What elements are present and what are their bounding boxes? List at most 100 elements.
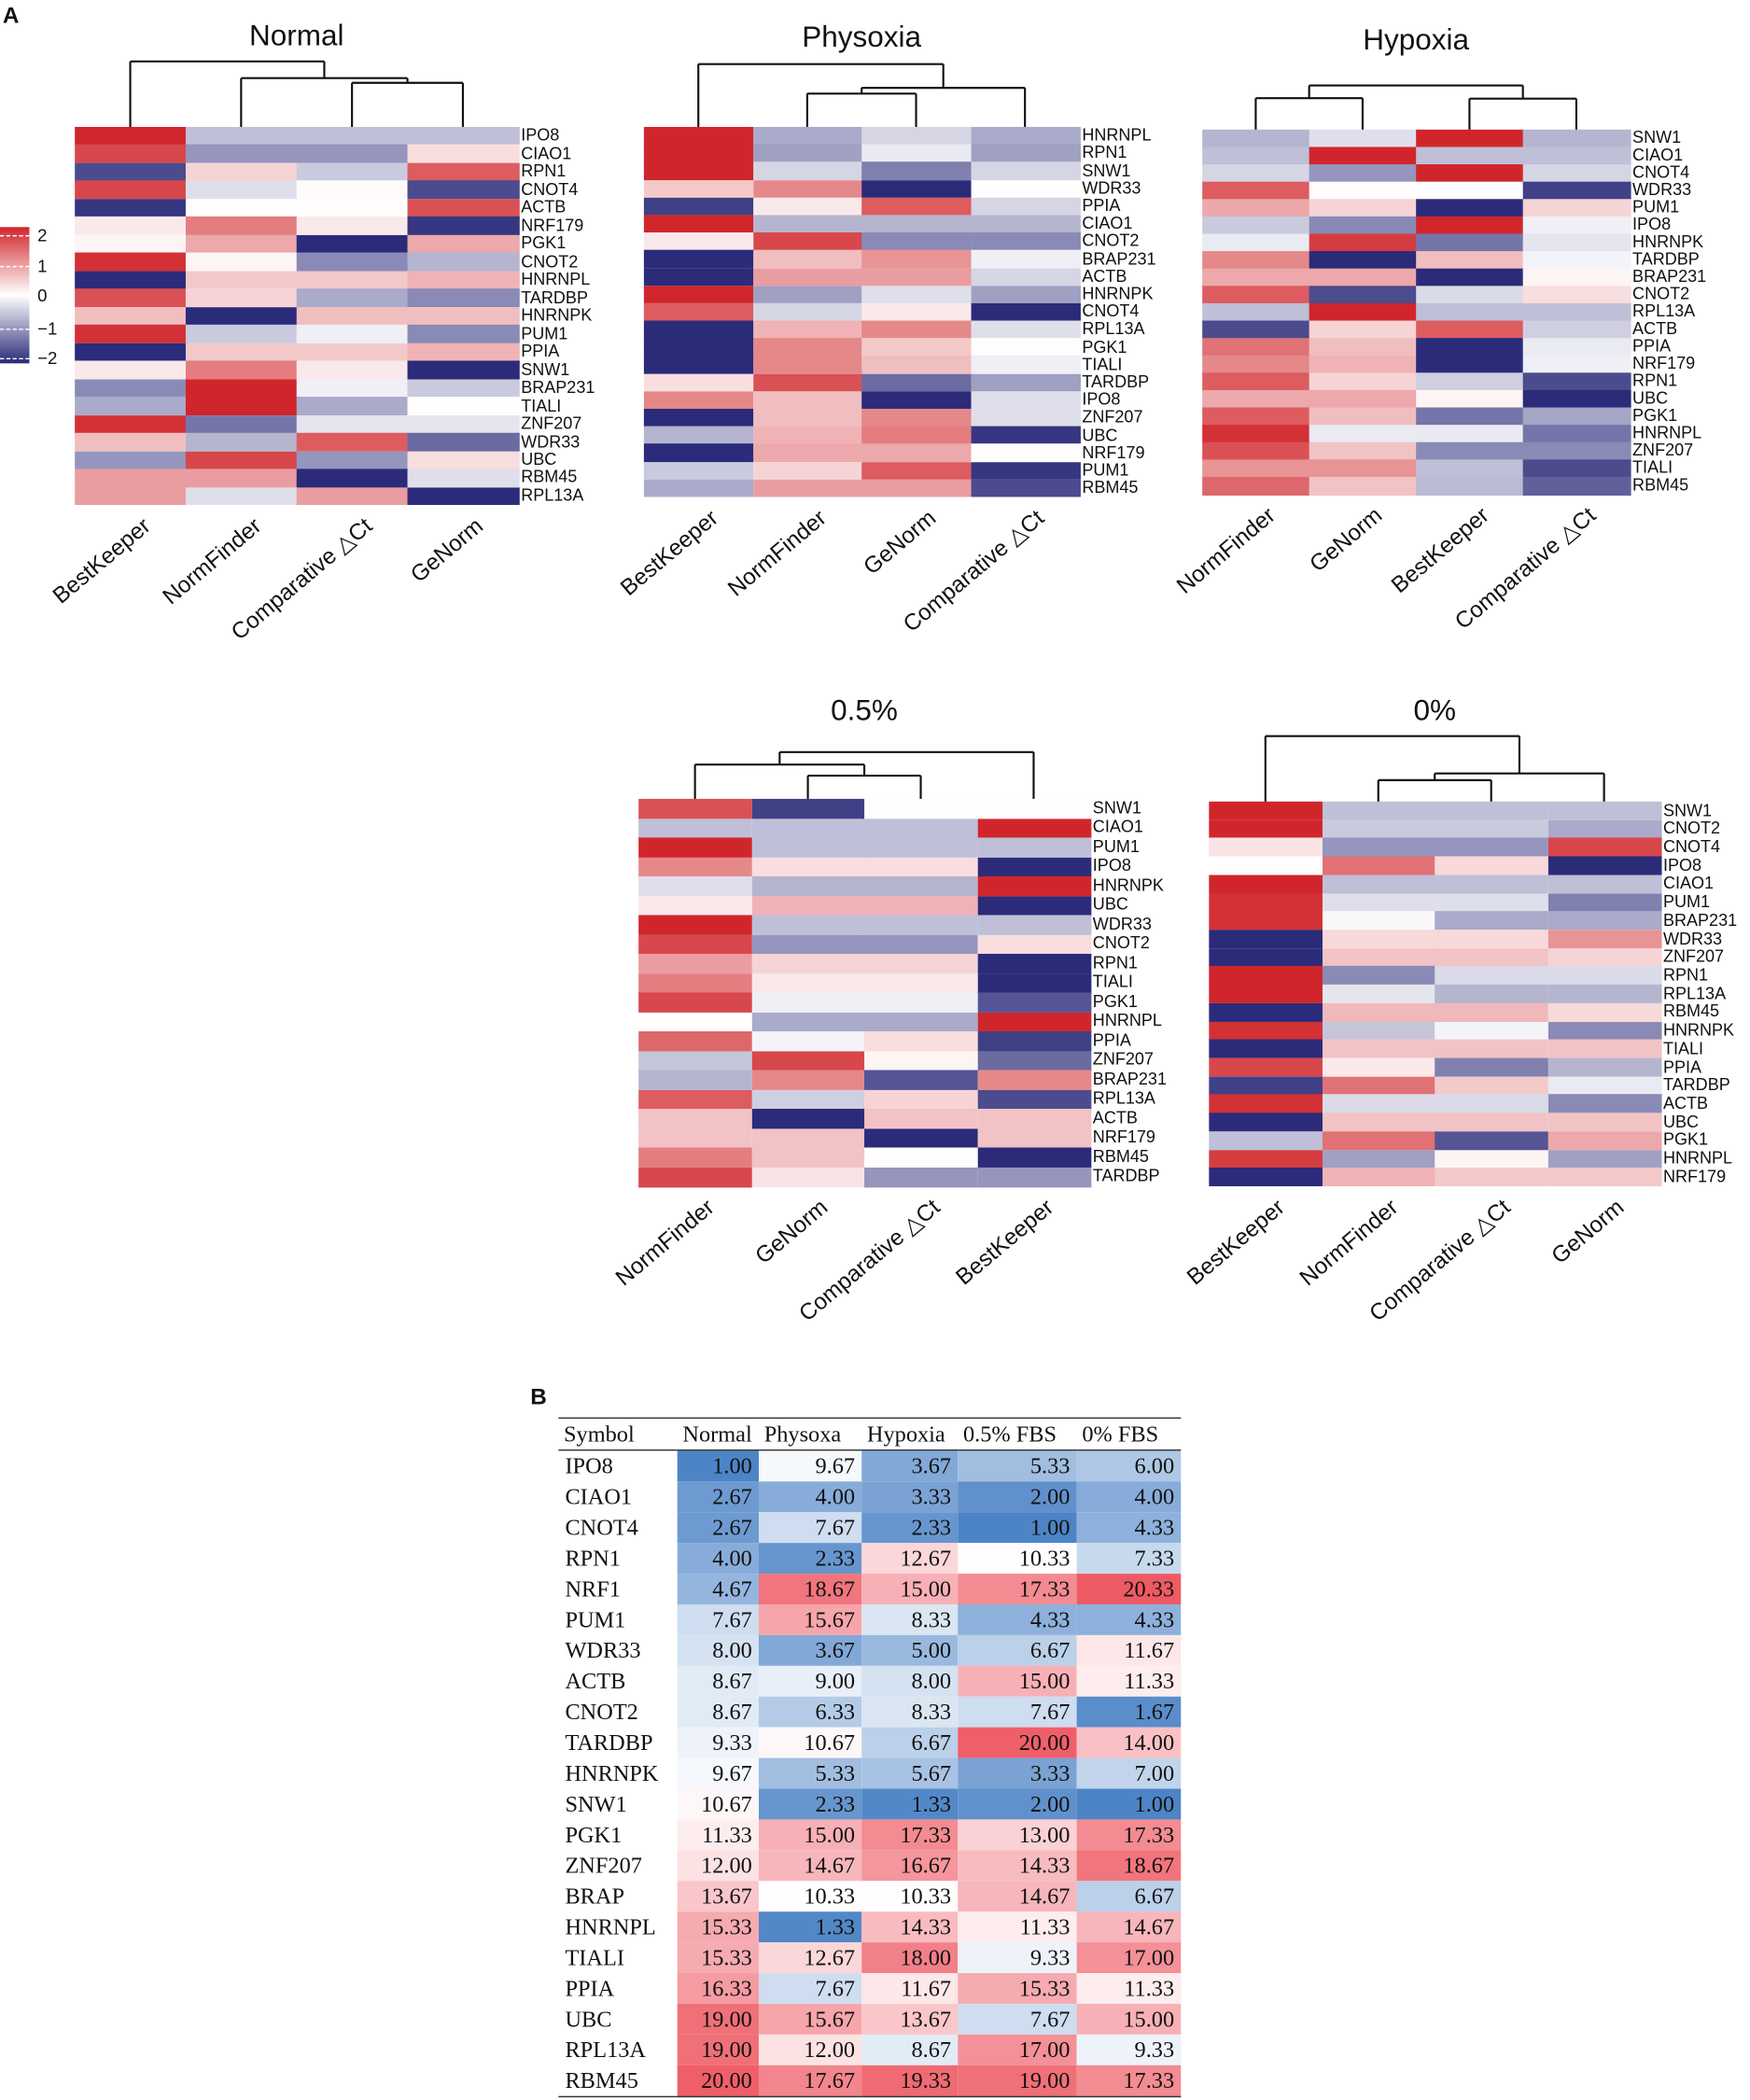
heatmap-cell xyxy=(1202,389,1310,409)
rank-cell: 9.33 xyxy=(1076,2034,1182,2065)
legend-tick-mark xyxy=(0,357,30,360)
row-label: TARDBP xyxy=(521,287,588,307)
heatmap-cell xyxy=(296,234,409,254)
heatmap-cell xyxy=(1322,875,1435,894)
rank-cell: 6.67 xyxy=(958,1634,1077,1666)
rank-cell: 4.33 xyxy=(1076,1512,1182,1544)
rank-cell: 16.33 xyxy=(677,1973,759,2004)
column-label: NormFinder xyxy=(1294,1194,1403,1291)
heatmap-cell xyxy=(970,320,1081,340)
heatmap-cell xyxy=(861,285,972,304)
rank-cell: 3.67 xyxy=(861,1449,959,1482)
heatmap-cell xyxy=(1416,425,1524,443)
heatmap-cell xyxy=(1202,459,1310,478)
heatmap-cell xyxy=(976,1089,1091,1110)
row-label: PGK1 xyxy=(1092,992,1138,1012)
row-label: IPO8 xyxy=(1632,215,1672,234)
heatmap-cell xyxy=(751,1147,865,1168)
rank-cell: 7.67 xyxy=(758,1512,862,1544)
heatmap-cell xyxy=(638,818,752,839)
heatmap-cell xyxy=(638,1127,752,1149)
rank-cell: 4.00 xyxy=(677,1543,759,1575)
heatmap-cell xyxy=(75,199,187,218)
heatmap-cell xyxy=(643,161,754,181)
heatmap-cell xyxy=(861,267,972,287)
heatmap-cell xyxy=(75,432,187,452)
table-row: TARDBP 9.33 10.67 6.67 20.00 14.00 xyxy=(558,1727,1182,1758)
heatmap-cell xyxy=(185,451,298,470)
heatmap-cell xyxy=(1522,459,1631,478)
heatmap-cell xyxy=(1322,966,1435,986)
heatmap-cell xyxy=(407,252,520,272)
heatmap-cell xyxy=(751,837,865,858)
heatmap-cell xyxy=(752,443,862,463)
heatmap-cell xyxy=(1416,407,1524,426)
heatmap-cell xyxy=(1435,1131,1548,1151)
rank-cell: 17.33 xyxy=(958,1574,1077,1604)
row-label: WDR33 xyxy=(1662,929,1723,948)
row-label: NRF179 xyxy=(1082,442,1145,462)
heatmap-cell xyxy=(976,1030,1091,1052)
row-label: RPL13A xyxy=(1092,1089,1155,1109)
rank-cell: 12.67 xyxy=(758,1942,862,1974)
column-label: GeNorm xyxy=(405,512,488,588)
rank-cell: 14.67 xyxy=(758,1850,862,1882)
heatmap-cell xyxy=(296,288,409,308)
rank-cell: 2.33 xyxy=(758,1788,862,1820)
row-label: ZNF207 xyxy=(1662,947,1725,967)
heatmap-cell xyxy=(752,161,862,181)
heatmap-cell xyxy=(976,992,1091,1013)
heatmap-cell xyxy=(638,798,752,819)
gene-symbol-cell: HNRNPL xyxy=(558,1911,678,1943)
heatmap-cell xyxy=(643,232,754,251)
heatmap-cell xyxy=(1309,164,1417,183)
table-row: CIAO1 2.67 4.00 3.33 2.00 4.00 xyxy=(558,1481,1182,1513)
rank-cell: 3.67 xyxy=(758,1634,862,1666)
heatmap-cell xyxy=(752,302,862,322)
heatmap-cell xyxy=(1547,1002,1661,1023)
heatmap-cell xyxy=(861,250,972,269)
row-label: RBM45 xyxy=(1632,475,1689,495)
table-row: CNOT2 8.67 6.33 8.33 7.67 1.67 xyxy=(558,1696,1182,1728)
row-label: RPN1 xyxy=(1092,953,1138,973)
heatmap-cell xyxy=(1202,216,1310,235)
heatmap-cell xyxy=(1547,1168,1661,1187)
row-label: HNRNPL xyxy=(1082,125,1152,145)
rank-cell: 12.67 xyxy=(861,1543,959,1575)
rank-cell: 17.33 xyxy=(1076,1819,1182,1851)
rank-cell: 8.00 xyxy=(677,1634,759,1666)
heatmap-cell xyxy=(1322,892,1435,913)
rank-cell: 5.67 xyxy=(861,1757,959,1789)
heatmap-cell xyxy=(1522,425,1631,443)
table-row: CNOT4 2.67 7.67 2.33 1.00 4.33 xyxy=(558,1512,1182,1544)
heatmap-cell xyxy=(752,461,862,481)
row-label: RPN1 xyxy=(1632,371,1678,391)
heatmap-cell xyxy=(1209,801,1323,821)
heatmap-cell xyxy=(75,126,187,146)
table-row: WDR33 8.00 3.67 5.00 6.67 11.67 xyxy=(558,1634,1182,1666)
heatmap-cell xyxy=(296,397,409,416)
heatmap-cell xyxy=(1547,875,1661,894)
rank-cell: 9.00 xyxy=(758,1665,862,1697)
heatmap-cell xyxy=(1547,947,1661,968)
rank-cell: 8.67 xyxy=(861,2034,959,2065)
table-row: NRF1 4.67 18.67 15.00 17.33 20.33 xyxy=(558,1574,1182,1604)
row-label: PPIA xyxy=(1632,336,1672,356)
heatmap-cell xyxy=(1209,1131,1323,1151)
row-label: BRAP231 xyxy=(1082,249,1156,269)
heatmap-cell xyxy=(976,1070,1091,1090)
heatmap-cell xyxy=(185,126,298,146)
heatmap-cell xyxy=(638,973,752,994)
row-label: WDR33 xyxy=(1092,915,1152,934)
heatmap-cell xyxy=(976,953,1091,974)
heatmap-cell xyxy=(970,409,1081,427)
row-label: HNRNPL xyxy=(1662,1149,1733,1169)
row-label: TIALI xyxy=(1082,355,1123,374)
row-label: HNRNPK xyxy=(1662,1020,1735,1040)
heatmap-cell xyxy=(1309,199,1417,217)
gene-symbol-cell: CNOT2 xyxy=(558,1696,678,1728)
heatmap-cell xyxy=(1322,856,1435,875)
heatmap-cell xyxy=(1416,268,1524,287)
rank-cell: 11.33 xyxy=(1076,1665,1182,1697)
heatmap-cell xyxy=(407,271,520,290)
